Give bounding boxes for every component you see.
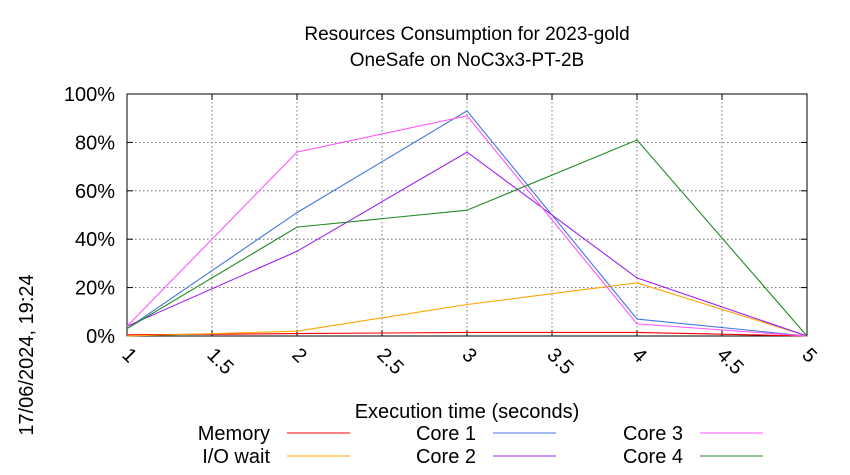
legend-label: Core 3 bbox=[623, 423, 683, 445]
legend-label: Core 4 bbox=[623, 446, 683, 468]
series-line-core-3 bbox=[126, 115, 808, 337]
y-tick-label: 0% bbox=[86, 326, 115, 348]
y-tick-label: 20% bbox=[75, 278, 115, 300]
x-tick-label: 2.5 bbox=[372, 344, 407, 379]
legend-label: I/O wait bbox=[202, 446, 270, 468]
y-tick-label: 100% bbox=[64, 84, 115, 106]
grid bbox=[126, 93, 808, 337]
chart-subtitle: OneSafe on NoC3x3-PT-2B bbox=[350, 50, 584, 71]
y-tick-label: 40% bbox=[75, 229, 115, 251]
x-tick-label: 3 bbox=[457, 344, 480, 367]
x-tick-label: 1.5 bbox=[202, 344, 237, 379]
series-lines bbox=[126, 110, 808, 337]
y-tick-label: 80% bbox=[75, 132, 115, 154]
x-tick-label: 5 bbox=[797, 344, 820, 367]
plot-frame bbox=[126, 93, 808, 337]
x-tick-label: 3.5 bbox=[542, 344, 577, 379]
series-line-memory bbox=[126, 331, 808, 337]
legend-label: Core 1 bbox=[416, 423, 476, 445]
series-line-core-1 bbox=[126, 110, 808, 337]
timestamp: 17/06/2024, 19:24 bbox=[16, 274, 38, 435]
x-tick-labels: 1 1.5 2 2.5 3 3.5 4 4.5 5 bbox=[117, 344, 820, 379]
y-tick-label: 60% bbox=[75, 181, 115, 203]
legend-label: Core 2 bbox=[416, 446, 476, 468]
x-tick-label: 2 bbox=[287, 344, 310, 367]
series-line-i-o-wait bbox=[126, 282, 808, 337]
chart-title: Resources Consumption for 2023-gold bbox=[304, 24, 629, 45]
y-tick-labels: 0% 20% 40% 60% 80% 100% bbox=[64, 84, 115, 348]
series-line-core-2 bbox=[126, 151, 808, 337]
x-tick-label: 4 bbox=[627, 344, 650, 367]
x-axis-label: Execution time (seconds) bbox=[355, 401, 580, 423]
legend-label: Memory bbox=[198, 423, 270, 445]
x-tick-label: 4.5 bbox=[712, 344, 747, 379]
x-tick-label: 1 bbox=[117, 344, 140, 367]
series-line-core-4 bbox=[126, 139, 808, 337]
